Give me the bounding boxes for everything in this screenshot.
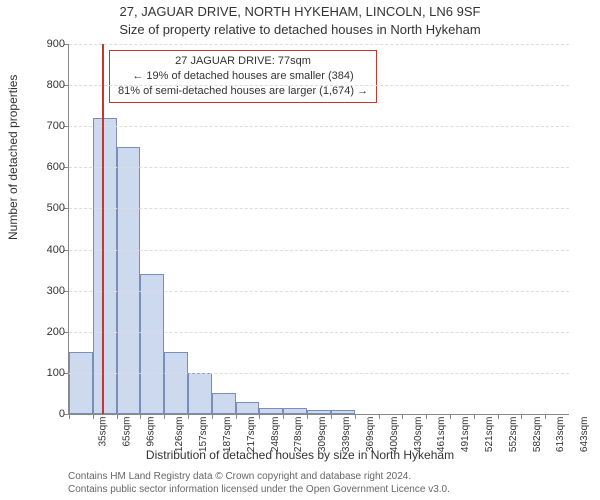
ytick-label: 800 (35, 79, 65, 91)
xtick-mark (402, 414, 403, 419)
xtick-mark (521, 414, 522, 419)
xtick-mark (355, 414, 356, 419)
xtick-label: 521sqm (484, 417, 495, 453)
xtick-label: 187sqm (222, 417, 233, 453)
xtick-mark (117, 414, 118, 419)
xtick-mark (331, 414, 332, 419)
xtick-mark (212, 414, 213, 419)
xtick-mark (140, 414, 141, 419)
xtick-label: 309sqm (317, 417, 328, 453)
xtick-mark (69, 414, 70, 419)
xtick-label: 157sqm (198, 417, 209, 453)
chart-container: 27, JAGUAR DRIVE, NORTH HYKEHAM, LINCOLN… (0, 0, 600, 500)
xtick-mark (498, 414, 499, 419)
grid-line (69, 167, 569, 168)
histogram-bar (117, 147, 141, 414)
xtick-label: 35sqm (98, 417, 109, 447)
xtick-mark (93, 414, 94, 419)
y-axis-label: Number of detached properties (6, 75, 20, 240)
chart-title-subtitle: Size of property relative to detached ho… (0, 22, 600, 37)
xtick-mark (450, 414, 451, 419)
histogram-bar (236, 402, 260, 414)
grid-line (69, 250, 569, 251)
annotation-line2: ← 19% of detached houses are smaller (38… (118, 69, 368, 84)
footer-line2: Contains public sector information licen… (68, 484, 450, 495)
xtick-mark (545, 414, 546, 419)
xtick-label: 613sqm (555, 417, 566, 453)
xtick-label: 582sqm (532, 417, 543, 453)
xtick-label: 461sqm (436, 417, 447, 453)
xtick-label: 491sqm (460, 417, 471, 453)
ytick-label: 500 (35, 202, 65, 214)
xtick-mark (236, 414, 237, 419)
footer-line1: Contains HM Land Registry data © Crown c… (68, 471, 411, 482)
histogram-bar (188, 373, 212, 414)
xtick-mark (283, 414, 284, 419)
histogram-bar (140, 274, 164, 414)
ytick-label: 700 (35, 120, 65, 132)
histogram-bar (212, 393, 236, 414)
histogram-bar (331, 410, 355, 414)
xtick-label: 96sqm (145, 417, 156, 447)
xtick-label: 369sqm (365, 417, 376, 453)
property-marker-line (102, 44, 104, 414)
histogram-bar (69, 352, 93, 414)
histogram-bar (259, 408, 283, 414)
grid-line (69, 44, 569, 45)
ytick-label: 100 (35, 367, 65, 379)
xtick-label: 126sqm (175, 417, 186, 453)
annotation-line1: 27 JAGUAR DRIVE: 77sqm (118, 54, 368, 69)
chart-title-address: 27, JAGUAR DRIVE, NORTH HYKEHAM, LINCOLN… (0, 4, 600, 19)
xtick-label: 65sqm (121, 417, 132, 447)
grid-line (69, 291, 569, 292)
histogram-bar (307, 410, 331, 414)
grid-line (69, 373, 569, 374)
plot-area: 27 JAGUAR DRIVE: 77sqm ← 19% of detached… (68, 44, 569, 415)
histogram-bar (93, 118, 117, 414)
xtick-label: 552sqm (508, 417, 519, 453)
xtick-mark (307, 414, 308, 419)
annotation-box: 27 JAGUAR DRIVE: 77sqm ← 19% of detached… (109, 50, 377, 103)
xtick-label: 643sqm (579, 417, 590, 453)
grid-line (69, 126, 569, 127)
xtick-label: 430sqm (413, 417, 424, 453)
xtick-mark (259, 414, 260, 419)
xtick-mark (426, 414, 427, 419)
xtick-label: 248sqm (270, 417, 281, 453)
histogram-bar (164, 352, 188, 414)
ytick-label: 200 (35, 326, 65, 338)
ytick-label: 300 (35, 285, 65, 297)
xtick-label: 217sqm (246, 417, 257, 453)
xtick-mark (188, 414, 189, 419)
ytick-label: 400 (35, 244, 65, 256)
xtick-label: 339sqm (341, 417, 352, 453)
ytick-label: 900 (35, 38, 65, 50)
histogram-bar (283, 408, 307, 414)
grid-line (69, 332, 569, 333)
ytick-label: 0 (35, 408, 65, 420)
xtick-mark (474, 414, 475, 419)
grid-line (69, 208, 569, 209)
xtick-mark (379, 414, 380, 419)
xtick-label: 400sqm (389, 417, 400, 453)
ytick-label: 600 (35, 161, 65, 173)
xtick-label: 278sqm (294, 417, 305, 453)
x-axis-label: Distribution of detached houses by size … (0, 448, 600, 462)
xtick-mark (164, 414, 165, 419)
grid-line (69, 85, 569, 86)
